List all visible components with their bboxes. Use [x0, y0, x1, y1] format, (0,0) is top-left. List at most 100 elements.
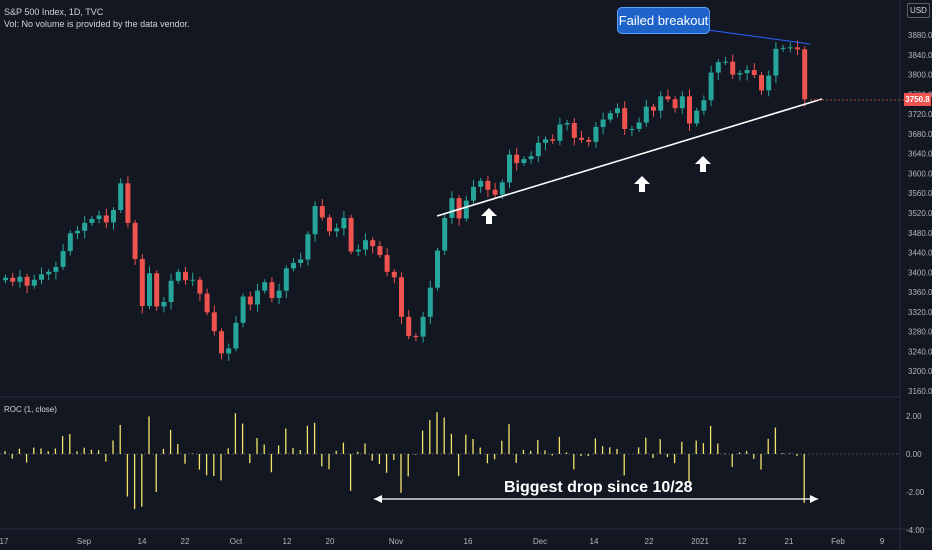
candle [233, 322, 239, 349]
candle [10, 277, 16, 282]
candle [427, 287, 433, 317]
candle [132, 222, 138, 259]
candle [543, 139, 548, 143]
price-tick-label: 3840.0 [908, 51, 932, 60]
candle [615, 108, 620, 114]
candle [651, 106, 656, 111]
candle [708, 72, 714, 101]
candle [579, 137, 584, 140]
candle [46, 271, 52, 275]
candle [550, 139, 556, 141]
candle [139, 258, 145, 306]
candle [183, 271, 188, 281]
candle [795, 47, 800, 50]
candle [730, 61, 736, 75]
candle [701, 100, 707, 111]
up-arrow-icon [481, 208, 497, 224]
candle [672, 99, 678, 109]
time-tick-label: 9 [880, 537, 885, 546]
chart-title: S&P 500 Index, 1D, TVC [4, 7, 104, 17]
currency-unit: USD [907, 3, 930, 18]
candle [514, 154, 520, 164]
trendline [436, 98, 823, 217]
candle [240, 296, 246, 323]
candle [636, 122, 642, 129]
candle [377, 246, 383, 256]
candle [262, 282, 268, 291]
candle [60, 251, 66, 267]
price-tick-label: 3800.0 [908, 71, 932, 80]
candle [175, 271, 181, 281]
price-tick-label: 3480.0 [908, 229, 932, 238]
candle [413, 336, 419, 338]
candle [406, 316, 412, 337]
candle [744, 70, 750, 74]
candle [283, 268, 289, 291]
price-tick-label: 3440.0 [908, 249, 932, 258]
candle [75, 230, 80, 234]
volume-note: Vol: No volume is provided by the data v… [4, 19, 190, 29]
candle [89, 218, 95, 223]
time-tick-label: 12 [283, 537, 292, 546]
candle [780, 47, 786, 49]
candle [334, 228, 340, 232]
candle [463, 200, 469, 219]
drop-range-arrowhead-left [374, 495, 382, 503]
candle [802, 49, 808, 100]
candle [355, 249, 361, 252]
callout-leader [707, 29, 811, 45]
candle [269, 282, 275, 299]
candle [586, 139, 592, 142]
candle [679, 96, 685, 109]
roc-title: ROC (1, close) [4, 405, 57, 414]
biggest-drop-label: Biggest drop since 10/28 [504, 479, 693, 496]
drop-range-arrowhead-right [810, 495, 818, 503]
price-tick-label: 3280.0 [908, 328, 932, 337]
candle [622, 108, 628, 129]
candle [521, 159, 527, 164]
candle [687, 96, 692, 124]
candle [147, 273, 152, 306]
price-tick-label: 3400.0 [908, 268, 932, 277]
candle [528, 156, 534, 160]
candle [17, 276, 23, 282]
time-tick-label: Dec [533, 537, 547, 546]
time-tick-label: 16 [464, 537, 473, 546]
candle [658, 96, 664, 111]
candle [759, 75, 764, 91]
roc-tick-label: 0.00 [906, 450, 922, 459]
candle [276, 290, 282, 299]
up-arrow-icon [634, 176, 650, 192]
candle [370, 240, 376, 247]
time-tick-label: 22 [645, 537, 654, 546]
price-tick-label: 3720.0 [908, 110, 932, 119]
candle [211, 312, 217, 332]
candle [82, 222, 88, 231]
candle [399, 277, 404, 317]
time-tick-label: 12 [738, 537, 747, 546]
candle [197, 279, 203, 294]
candle [485, 180, 491, 190]
candle [535, 142, 541, 157]
time-tick-label: Sep [77, 537, 92, 546]
candle [442, 217, 448, 251]
candle [190, 279, 196, 281]
candle [327, 217, 332, 232]
candle [255, 290, 260, 305]
candle [715, 62, 721, 73]
price-tick-label: 3160.0 [908, 387, 932, 396]
time-tick-label: 21 [785, 537, 794, 546]
time-tick-label: 14 [590, 537, 599, 546]
candle [67, 233, 73, 252]
time-tick-label: 14 [138, 537, 147, 546]
price-tick-label: 3360.0 [908, 288, 932, 297]
time-tick-label: 20 [326, 537, 335, 546]
candle [766, 75, 772, 91]
price-tick-label: 3880.0 [908, 31, 932, 40]
candle [787, 47, 793, 49]
time-tick-label: Feb [831, 537, 845, 546]
price-tick-label: 3560.0 [908, 189, 932, 198]
price-tick-label: 3600.0 [908, 169, 932, 178]
candle [478, 180, 484, 187]
